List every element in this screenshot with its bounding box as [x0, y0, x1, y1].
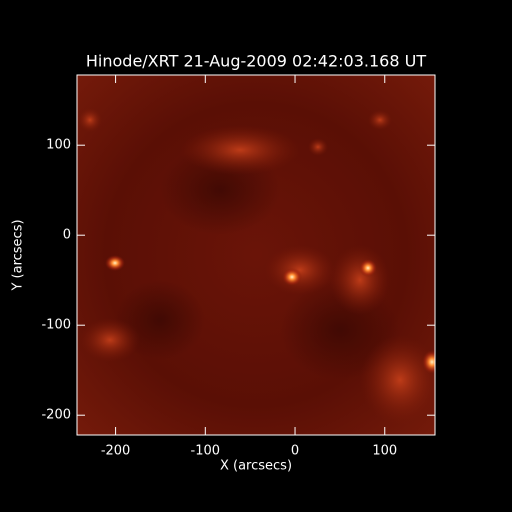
x-tick-label: 100 [372, 444, 397, 459]
y-tick-label: -100 [41, 318, 71, 333]
x-tick-label: -100 [191, 444, 221, 459]
y-axis-label: Y (arcsecs) [11, 219, 26, 291]
x-tick-label: -200 [101, 444, 131, 459]
plot-frame [76, 74, 436, 436]
x-tick-label: 0 [291, 444, 299, 459]
y-tick-label: 0 [63, 228, 71, 243]
x-axis-label: X (arcsecs) [220, 459, 292, 474]
y-tick-label: 100 [46, 138, 71, 153]
y-tick-label: -200 [41, 408, 71, 423]
solar-image [77, 75, 435, 435]
chart-title: Hinode/XRT 21-Aug-2009 02:42:03.168 UT [86, 52, 426, 71]
